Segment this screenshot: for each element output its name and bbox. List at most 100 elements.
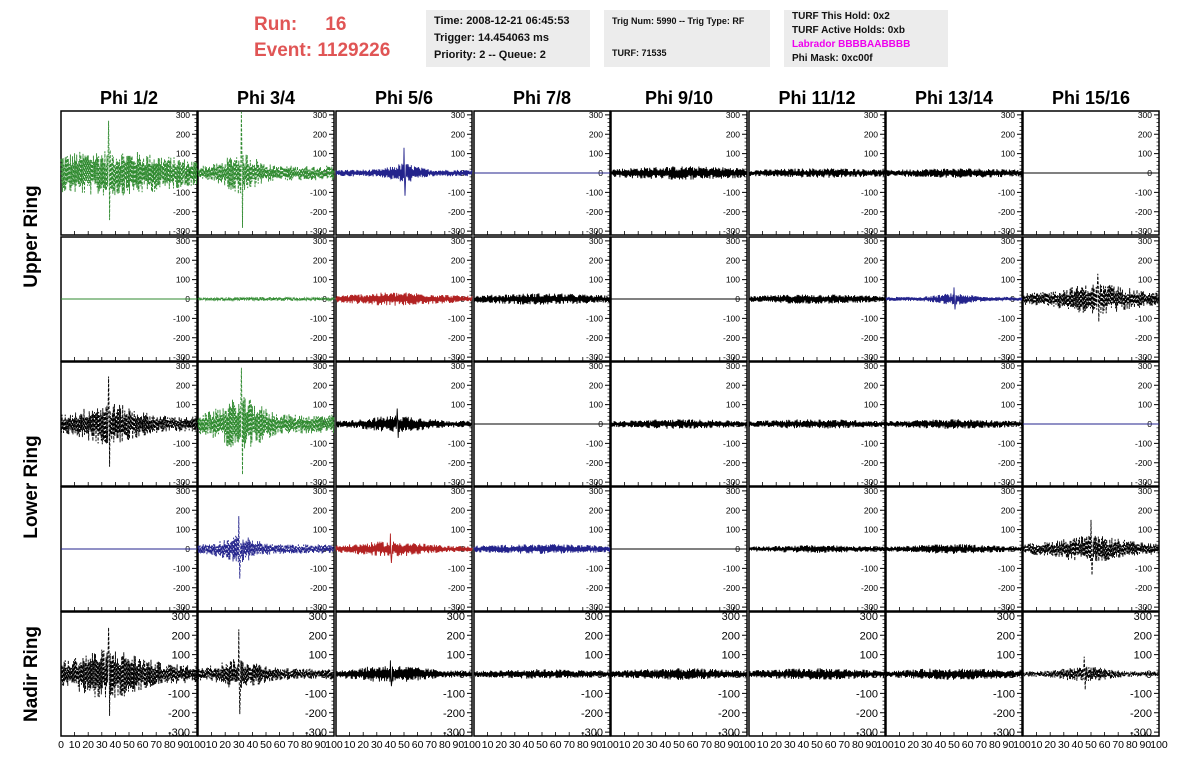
trigger-line: Trigger: 14.454063 ms <box>434 32 549 44</box>
y-tick-label: 300 <box>726 486 740 496</box>
y-tick-label: -100 <box>861 438 878 448</box>
x-tick-label: 70 <box>563 739 575 751</box>
y-tick-label: 300 <box>864 236 878 246</box>
y-tick-label: -200 <box>443 708 465 720</box>
y-tick-label: -300 <box>310 352 327 362</box>
x-tick-label: 20 <box>495 739 507 751</box>
y-tick-label: -200 <box>448 207 465 217</box>
y-tick-label: 200 <box>585 630 603 642</box>
y-tick-label: -100 <box>1135 313 1152 323</box>
x-tick-label: 10 <box>1031 739 1043 751</box>
y-tick-label: 100 <box>1138 525 1152 535</box>
event-label: Event: <box>254 40 313 61</box>
x-tick-label: 10 <box>619 739 631 751</box>
y-tick-label: -300 <box>448 226 465 236</box>
x-tick-label: 50 <box>260 739 272 751</box>
x-tick-label: 90 <box>178 739 190 751</box>
y-tick-label: 300 <box>589 236 603 246</box>
x-tick-label: 0 <box>58 739 64 751</box>
y-tick-label: 100 <box>313 149 327 159</box>
y-tick-label: -200 <box>723 583 740 593</box>
y-tick-label: -300 <box>998 602 1015 612</box>
y-tick-label: 100 <box>997 650 1015 662</box>
x-tick-label: 20 <box>1044 739 1056 751</box>
y-tick-label: 200 <box>172 630 190 642</box>
y-tick-label: -100 <box>443 688 465 700</box>
y-tick-label: 100 <box>1138 400 1152 410</box>
time-line: Time: 2008-12-21 06:45:53 <box>434 15 570 27</box>
y-tick-label: -300 <box>586 352 603 362</box>
event-line: Event: 1129226 <box>254 38 390 64</box>
event-value: 1129226 <box>317 40 391 61</box>
y-tick-label: 200 <box>864 380 878 390</box>
x-tick-label: 90 <box>315 739 327 751</box>
y-tick-label: -100 <box>1130 688 1152 700</box>
y-tick-label: -100 <box>998 187 1015 197</box>
y-tick-label: -200 <box>1135 333 1152 343</box>
x-tick-label: 100 <box>1013 739 1031 751</box>
time-trigger-info-box: Time: 2008-12-21 06:45:53 Trigger: 14.45… <box>426 10 590 67</box>
column-title: Phi 11/12 <box>778 88 855 108</box>
y-tick-label: -200 <box>448 583 465 593</box>
run-value: 16 <box>325 14 347 35</box>
y-tick-label: 0 <box>185 168 190 178</box>
x-tick-label: 60 <box>550 739 562 751</box>
y-tick-label: 200 <box>313 255 327 265</box>
y-tick-label: 100 <box>313 275 327 285</box>
y-tick-label: -200 <box>310 207 327 217</box>
y-tick-label: -100 <box>723 313 740 323</box>
y-tick-label: -100 <box>310 438 327 448</box>
y-tick-label: 200 <box>726 129 740 139</box>
y-tick-label: -200 <box>998 333 1015 343</box>
x-tick-label: 20 <box>770 739 782 751</box>
y-tick-label: -200 <box>173 207 190 217</box>
y-tick-label: 300 <box>589 110 603 120</box>
y-tick-label: 200 <box>176 129 190 139</box>
y-tick-label: 100 <box>1138 149 1152 159</box>
waveform-trace <box>610 668 748 680</box>
y-tick-label: -200 <box>310 333 327 343</box>
x-tick-label: 90 <box>728 739 740 751</box>
y-tick-label: -300 <box>443 727 465 739</box>
y-tick-label: -100 <box>310 187 327 197</box>
y-tick-label: -100 <box>586 563 603 573</box>
x-tick-label: 70 <box>425 739 437 751</box>
y-tick-label: -300 <box>168 727 190 739</box>
y-tick-label: -200 <box>1135 207 1152 217</box>
waveform-trace <box>335 292 473 306</box>
y-tick-label: -100 <box>723 563 740 573</box>
y-tick-label: 100 <box>726 525 740 535</box>
waveform-trace <box>748 294 886 304</box>
y-tick-label: 200 <box>451 505 465 515</box>
y-tick-label: 300 <box>589 361 603 371</box>
y-tick-label: 200 <box>726 505 740 515</box>
y-tick-label: 200 <box>589 129 603 139</box>
y-tick-label: 100 <box>172 650 190 662</box>
y-tick-label: -300 <box>173 477 190 487</box>
waveform-trace <box>335 660 473 687</box>
y-tick-label: 300 <box>1138 486 1152 496</box>
y-tick-label: 100 <box>864 525 878 535</box>
waveform-trace <box>885 668 1023 680</box>
y-tick-label: 100 <box>1001 525 1015 535</box>
y-tick-label: -100 <box>448 313 465 323</box>
waveform-trace <box>1022 519 1160 576</box>
y-tick-label: -300 <box>173 352 190 362</box>
x-tick-label: 100 <box>1150 739 1168 751</box>
y-tick-label: 100 <box>864 275 878 285</box>
waveform-trace <box>335 147 473 196</box>
y-tick-label: 300 <box>313 236 327 246</box>
x-tick-label: 30 <box>1058 739 1070 751</box>
y-tick-label: 200 <box>451 129 465 139</box>
waveform-trace <box>197 111 335 228</box>
x-tick-label: 50 <box>123 739 135 751</box>
run-event-header: Run: 16 Event: 1129226 <box>254 12 390 64</box>
waveform-trace <box>197 367 335 475</box>
waveform-trace <box>748 545 886 553</box>
y-tick-label: -300 <box>718 727 740 739</box>
column-title: Phi 5/6 <box>375 88 433 108</box>
x-tick-label: 70 <box>838 739 850 751</box>
y-tick-label: 100 <box>451 525 465 535</box>
y-tick-label: 100 <box>860 650 878 662</box>
y-tick-label: 300 <box>451 361 465 371</box>
